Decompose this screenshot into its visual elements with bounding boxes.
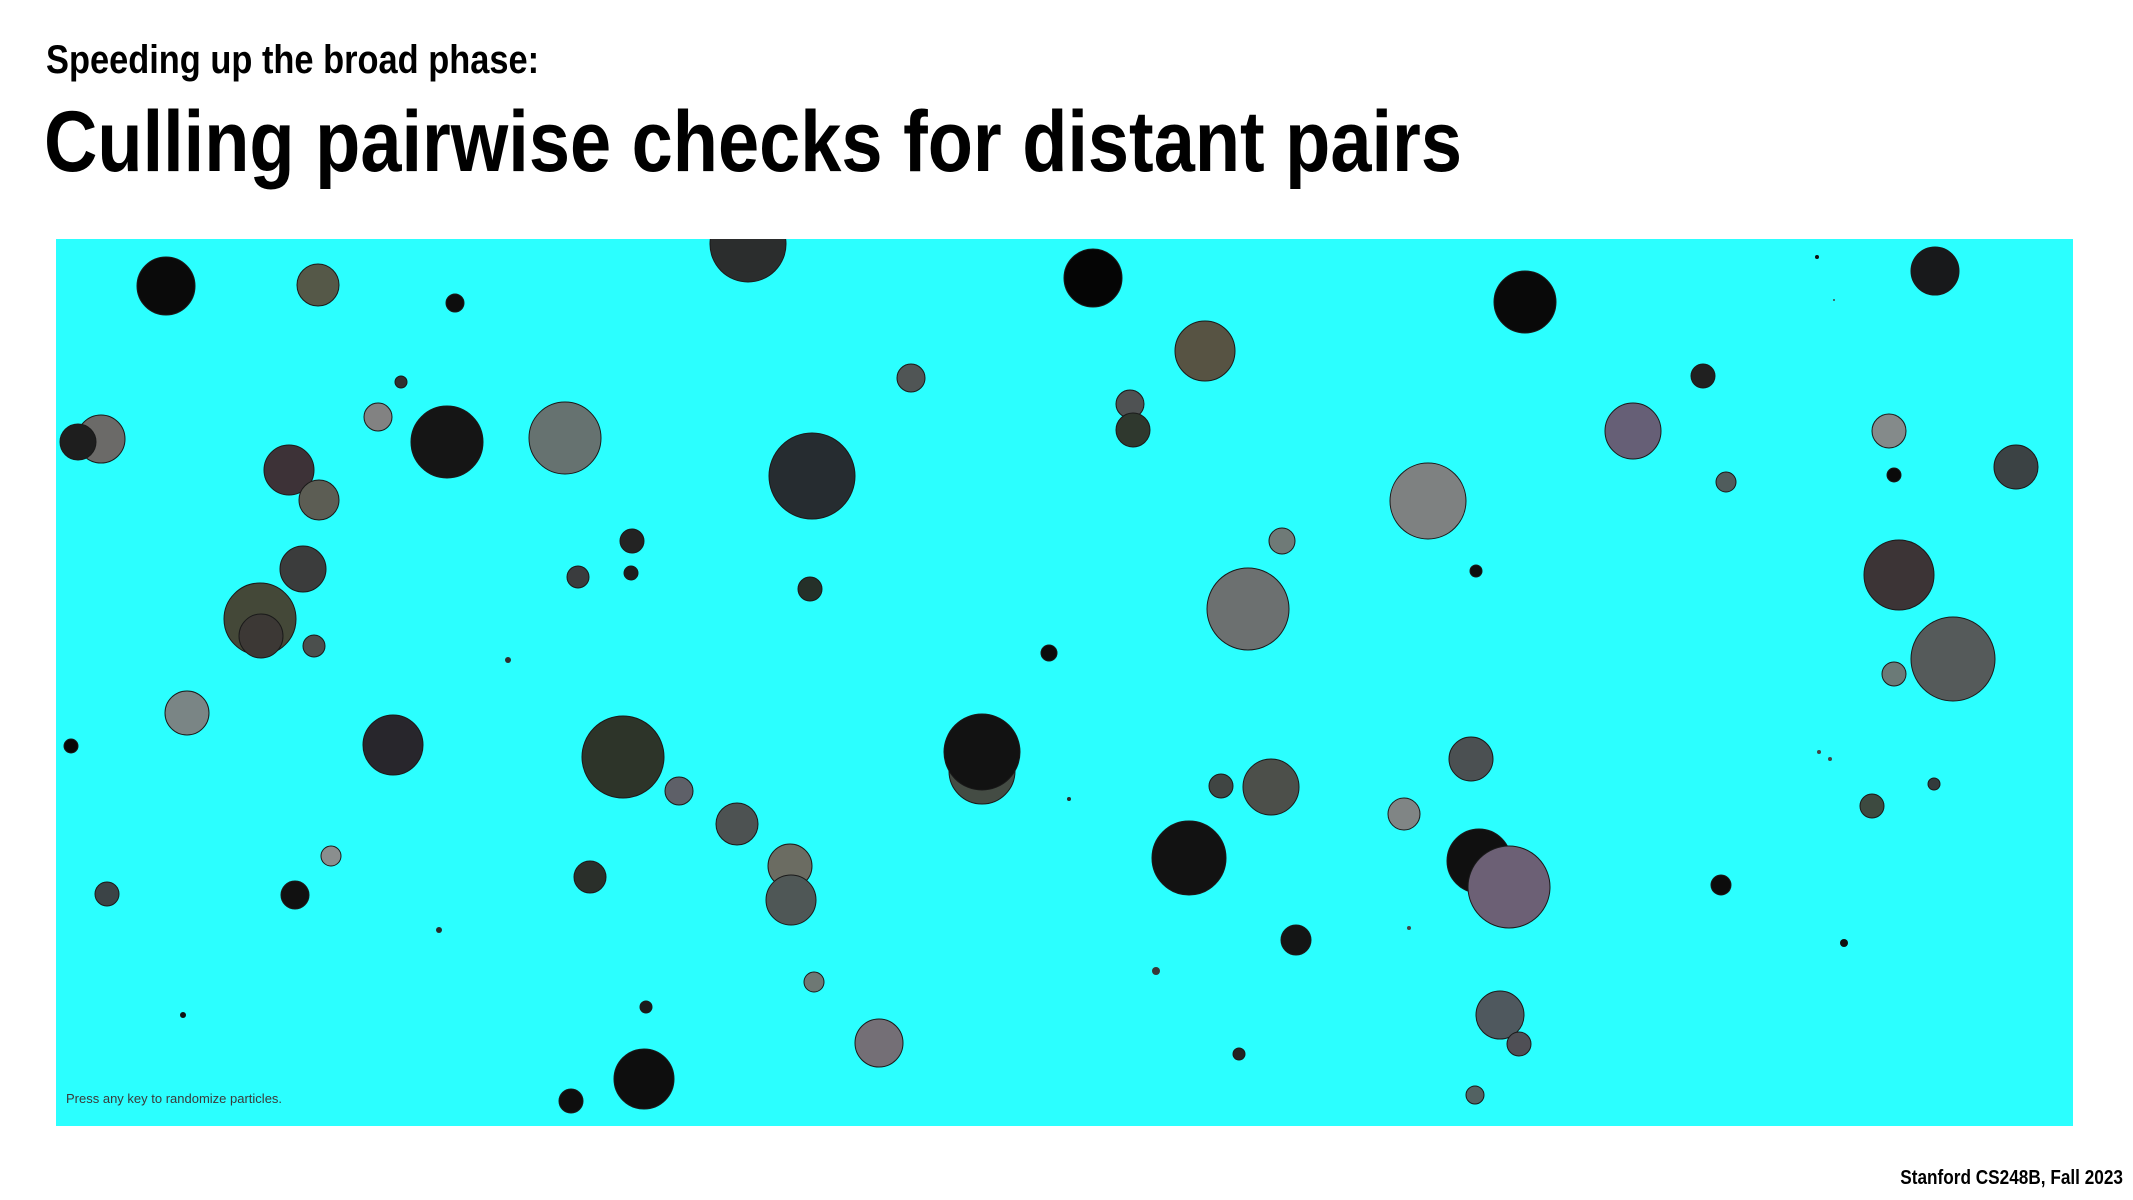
particle (1268, 527, 1296, 555)
particle (639, 1000, 653, 1014)
slide-title: Culling pairwise checks for distant pair… (44, 94, 1462, 190)
slide-subtitle: Speeding up the broad phase: (46, 38, 540, 82)
particle (768, 432, 856, 520)
particle (1040, 644, 1058, 662)
particle (613, 1048, 675, 1110)
particle (164, 690, 210, 736)
particle (362, 714, 424, 776)
particle-field (56, 239, 2073, 1126)
particle (320, 845, 342, 867)
randomize-hint: Press any key to randomize particles. (66, 1091, 283, 1106)
particle (180, 1012, 186, 1018)
particle (709, 239, 787, 283)
particle (528, 401, 602, 475)
particle (1475, 990, 1525, 1040)
particle (1815, 255, 1819, 259)
particle (298, 479, 340, 521)
particle (1115, 412, 1151, 448)
particle (558, 1088, 584, 1114)
particle (280, 880, 310, 910)
particle-simulation-canvas[interactable]: Press any key to randomize particles. (56, 239, 2073, 1126)
particle (619, 528, 645, 554)
particle (1993, 444, 2039, 490)
particle (1208, 773, 1234, 799)
particle (1910, 616, 1996, 702)
particle (1467, 845, 1551, 929)
particle (896, 363, 926, 393)
particle (943, 713, 1021, 791)
particle (1859, 793, 1885, 819)
particle (1493, 270, 1557, 334)
particle (1840, 939, 1848, 947)
particle (1710, 874, 1732, 896)
particle (94, 881, 120, 907)
particle (363, 402, 393, 432)
particle (1151, 820, 1227, 896)
particle (394, 375, 408, 389)
particle (302, 634, 326, 658)
particle (581, 715, 665, 799)
particle (765, 874, 817, 926)
particle (1389, 462, 1467, 540)
particle (623, 565, 639, 581)
particle (1232, 1047, 1246, 1061)
particle (436, 927, 442, 933)
particle (1280, 924, 1312, 956)
particle (1387, 797, 1421, 831)
course-footer: Stanford CS248B, Fall 2023 (1900, 1167, 2123, 1189)
particle (1152, 967, 1160, 975)
particle (664, 776, 694, 806)
particle (1242, 758, 1300, 816)
particle (279, 545, 327, 593)
particle (1871, 413, 1907, 449)
particle (410, 405, 484, 479)
particle (136, 256, 196, 316)
particle (263, 444, 315, 496)
particle (1604, 402, 1662, 460)
particle (296, 263, 340, 307)
particle (1067, 797, 1071, 801)
particle (566, 565, 590, 589)
particle (1448, 736, 1494, 782)
particle (1715, 471, 1737, 493)
particle (59, 423, 97, 461)
particle (854, 1018, 904, 1068)
particle (1886, 467, 1902, 483)
particle (1817, 750, 1821, 754)
particle (1407, 926, 1411, 930)
particle (1063, 248, 1123, 308)
particle (803, 971, 825, 993)
particle (445, 293, 465, 313)
particle (1469, 564, 1483, 578)
particle (1927, 777, 1941, 791)
particle (1881, 661, 1907, 687)
particle (238, 613, 284, 659)
particle (63, 738, 79, 754)
particle (573, 860, 607, 894)
particle (1690, 363, 1716, 389)
particle (1506, 1031, 1532, 1057)
particle (1910, 246, 1960, 296)
simulation-background (56, 239, 2073, 1126)
particle (1833, 299, 1835, 301)
particle (1863, 539, 1935, 611)
particle (715, 802, 759, 846)
particle (1174, 320, 1236, 382)
particle (797, 576, 823, 602)
particle (1206, 567, 1290, 651)
particle (505, 657, 511, 663)
particle (1465, 1085, 1485, 1105)
particle (1828, 757, 1832, 761)
